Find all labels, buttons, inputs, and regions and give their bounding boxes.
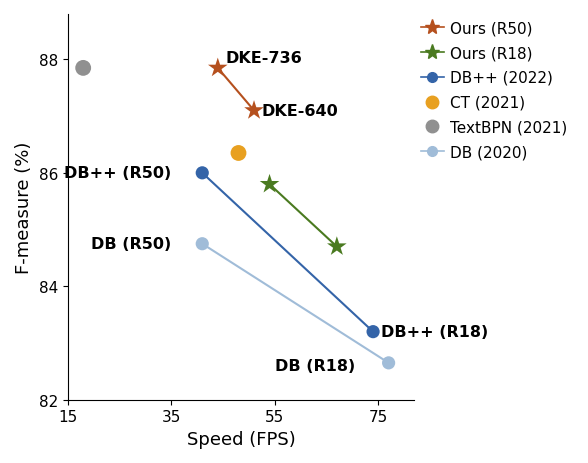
X-axis label: Speed (FPS): Speed (FPS) bbox=[187, 430, 295, 448]
Legend: Ours (R50), Ours (R18), DB++ (2022), CT (2021), TextBPN (2021), DB (2020): Ours (R50), Ours (R18), DB++ (2022), CT … bbox=[415, 15, 573, 167]
Text: DB (R50): DB (R50) bbox=[91, 237, 171, 252]
Point bbox=[234, 150, 243, 157]
Text: DB (R18): DB (R18) bbox=[275, 358, 355, 373]
Point bbox=[332, 244, 342, 251]
Text: DKE-736: DKE-736 bbox=[226, 51, 302, 66]
Text: DB++ (R18): DB++ (R18) bbox=[381, 325, 488, 339]
Point bbox=[265, 181, 274, 188]
Point bbox=[368, 328, 377, 336]
Point bbox=[249, 107, 259, 115]
Y-axis label: F-measure (%): F-measure (%) bbox=[15, 141, 33, 274]
Point bbox=[213, 65, 222, 72]
Text: DB++ (R50): DB++ (R50) bbox=[64, 166, 171, 181]
Point bbox=[384, 359, 393, 367]
Point bbox=[198, 240, 207, 248]
Point bbox=[198, 170, 207, 177]
Text: DKE-640: DKE-640 bbox=[262, 104, 339, 119]
Point bbox=[78, 65, 88, 72]
